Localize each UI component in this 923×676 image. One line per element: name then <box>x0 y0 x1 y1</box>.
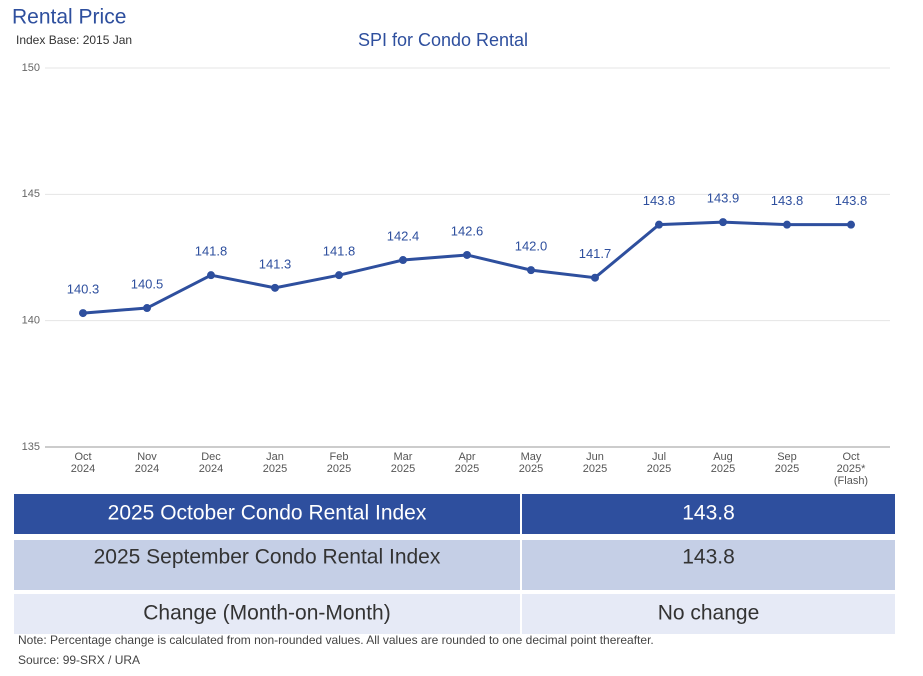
chart-title: SPI for Condo Rental <box>358 30 528 50</box>
table-cell <box>522 540 895 590</box>
table-cell <box>14 540 520 590</box>
x-tick-label: Oct 2024 <box>71 451 95 475</box>
value-label: 140.5 <box>131 276 164 291</box>
value-label: 142.0 <box>515 239 548 254</box>
x-tick-label: Nov 2024 <box>135 451 159 475</box>
table-text: 143.8 <box>682 546 735 569</box>
value-label: 141.7 <box>579 246 612 261</box>
table-text: 143.8 <box>682 502 735 525</box>
value-label: 143.8 <box>835 193 868 208</box>
x-tick-label: Apr 2025 <box>455 451 479 475</box>
point <box>271 283 279 292</box>
x-tick-label: Jan 2025 <box>263 451 287 475</box>
table-cell <box>14 494 520 534</box>
point <box>591 273 599 282</box>
table-cell <box>522 494 895 534</box>
x-tick-label: Oct 2025* (Flash) <box>834 451 868 487</box>
x-tick-label: Jun 2025 <box>583 451 607 475</box>
x-tick-label: Sep 2025 <box>775 451 799 475</box>
x-tick-label: May 2025 <box>519 451 543 475</box>
value-label: 143.8 <box>771 193 804 208</box>
point <box>463 250 471 259</box>
point <box>655 220 663 229</box>
table-text: 2025 October Condo Rental Index <box>108 502 427 525</box>
point <box>783 220 791 229</box>
x-tick-label: Dec 2024 <box>199 451 223 475</box>
page-title: Rental Price <box>12 6 126 29</box>
y-tick-label: 140 <box>22 315 40 327</box>
subtitle: Index Base: 2015 Jan <box>16 33 132 47</box>
value-label: 142.6 <box>451 223 484 238</box>
value-label: 141.8 <box>195 244 228 259</box>
y-tick-label: 135 <box>22 441 40 453</box>
y-tick-label: 145 <box>22 188 40 200</box>
table-text: 2025 September Condo Rental Index <box>94 546 441 569</box>
point <box>335 271 343 280</box>
y-tick-label: 150 <box>22 62 40 74</box>
x-tick-label: Aug 2025 <box>711 451 735 475</box>
table-text: No change <box>658 602 760 625</box>
value-label: 140.3 <box>67 282 100 297</box>
value-label: 142.4 <box>387 228 420 243</box>
point <box>143 304 151 313</box>
value-label: 143.9 <box>707 191 740 206</box>
source: Source: 99-SRX / URA <box>18 653 140 667</box>
table-text: Change (Month-on-Month) <box>143 602 390 625</box>
value-label: 141.3 <box>259 256 292 271</box>
value-label: 141.8 <box>323 244 356 259</box>
x-tick-label: Feb 2025 <box>327 451 351 475</box>
point <box>847 220 855 229</box>
point <box>207 271 215 280</box>
x-tick-label: Mar 2025 <box>391 451 415 475</box>
x-tick-label: Jul 2025 <box>647 451 671 475</box>
table-cell <box>522 594 895 634</box>
point <box>719 218 727 227</box>
value-label: 143.8 <box>643 193 676 208</box>
point <box>399 256 407 265</box>
point <box>79 309 87 318</box>
point <box>527 266 535 275</box>
note: Note: Percentage change is calculated fr… <box>18 633 654 647</box>
table-cell <box>14 594 520 634</box>
